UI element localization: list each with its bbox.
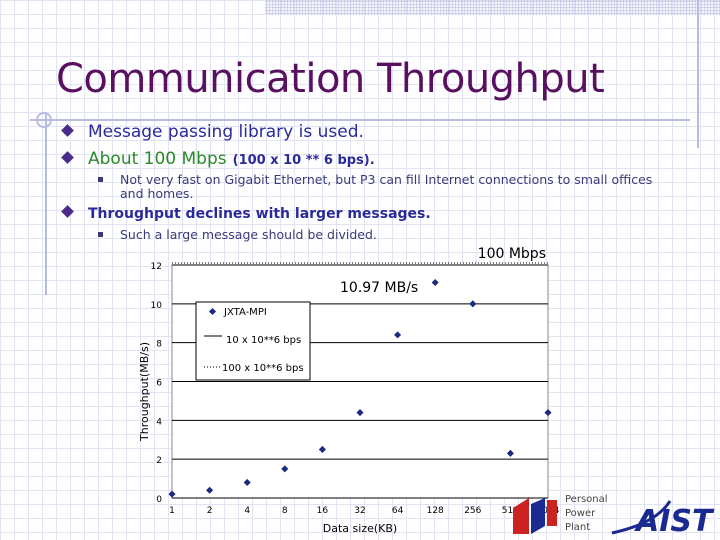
throughput-chart: 02468101212481632641282565121024Data siz… bbox=[138, 246, 560, 535]
diamond-bullet-icon bbox=[61, 205, 74, 218]
y-tick-label: 6 bbox=[156, 379, 162, 389]
data-point bbox=[431, 278, 439, 287]
legend-box bbox=[195, 301, 311, 381]
y-tick-label: 4 bbox=[156, 417, 162, 427]
personal-power-plant-logo-icon bbox=[513, 498, 557, 534]
bullet-text: Message passing library is used. bbox=[88, 122, 364, 142]
legend-marker-jxta bbox=[208, 307, 217, 316]
slide-title: Communication Throughput bbox=[56, 56, 605, 102]
data-point bbox=[206, 486, 214, 494]
bullet-item-1: Message passing library is used. bbox=[60, 122, 364, 142]
x-axis-label: Data size(KB) bbox=[323, 522, 397, 535]
decor-vertical-line-right bbox=[697, 0, 699, 148]
decor-horizontal-line bbox=[30, 119, 690, 121]
x-tick-label: 2 bbox=[207, 506, 213, 516]
y-tick-label: 8 bbox=[156, 340, 162, 350]
y-tick-label: 12 bbox=[151, 262, 162, 272]
legend-label-10: 10 x 10**6 bps bbox=[226, 335, 301, 346]
aist-logo: AIST bbox=[611, 500, 715, 537]
annotation-peak: 10.97 MB/s bbox=[340, 280, 418, 296]
data-point bbox=[243, 478, 251, 487]
x-tick-label: 128 bbox=[427, 506, 444, 516]
decor-vertical-line bbox=[45, 112, 47, 295]
x-tick-label: 256 bbox=[464, 506, 481, 516]
data-point bbox=[544, 409, 552, 417]
legend-label-jxta: JXTA-MPI bbox=[223, 307, 267, 318]
x-tick-label: 512 bbox=[502, 506, 519, 516]
legend-label-100: 100 x 10**6 bps bbox=[222, 363, 304, 374]
bullet-text: About 100 Mbps bbox=[88, 149, 227, 169]
sub-bullet-1: Not very fast on Gigabit Ethernet, but P… bbox=[98, 173, 658, 201]
y-axis-label: Throughput(MB/s) bbox=[138, 342, 151, 442]
data-point bbox=[394, 331, 402, 339]
y-tick-label: 0 bbox=[156, 495, 162, 505]
logo-line: Plant bbox=[565, 522, 591, 533]
annotation-100mbps: 100 Mbps bbox=[478, 246, 546, 262]
top-pattern-band bbox=[265, 0, 720, 14]
logo-line: Power bbox=[565, 508, 596, 519]
diamond-bullet-icon bbox=[61, 124, 74, 137]
square-bullet-icon bbox=[98, 177, 103, 182]
bullet-text: Throughput declines with larger messages… bbox=[88, 206, 431, 222]
sub-bullet-text: Such a large message should be divided. bbox=[120, 227, 377, 242]
x-tick-label: 16 bbox=[317, 506, 329, 516]
data-point bbox=[318, 445, 326, 453]
aist-logo-text: AIST bbox=[634, 504, 715, 537]
x-tick-label: 64 bbox=[392, 506, 404, 516]
y-tick-label: 10 bbox=[151, 301, 163, 311]
y-tick-label: 2 bbox=[156, 456, 162, 466]
data-point bbox=[356, 409, 364, 417]
decor-circle bbox=[36, 112, 52, 128]
sub-bullet-text: Not very fast on Gigabit Ethernet, but P… bbox=[120, 172, 653, 201]
square-bullet-icon bbox=[98, 232, 103, 237]
logo-text: Personal Power Plant bbox=[565, 493, 608, 535]
x-tick-label: 4 bbox=[244, 506, 250, 516]
data-point bbox=[168, 490, 176, 498]
sub-bullet-2: Such a large message should be divided. bbox=[98, 228, 658, 242]
data-point bbox=[281, 465, 289, 473]
bullet-item-2: About 100 Mbps (100 x 10 ** 6 bps). bbox=[60, 149, 375, 169]
x-tick-label: 32 bbox=[354, 506, 365, 516]
bullet-item-3: Throughput declines with larger messages… bbox=[60, 205, 431, 222]
logo-line: Personal bbox=[565, 494, 608, 505]
bullet-suffix: (100 x 10 ** 6 bps). bbox=[232, 153, 375, 168]
diamond-bullet-icon bbox=[61, 151, 74, 164]
x-tick-label: 1 bbox=[169, 506, 175, 516]
x-tick-label: 8 bbox=[282, 506, 288, 516]
